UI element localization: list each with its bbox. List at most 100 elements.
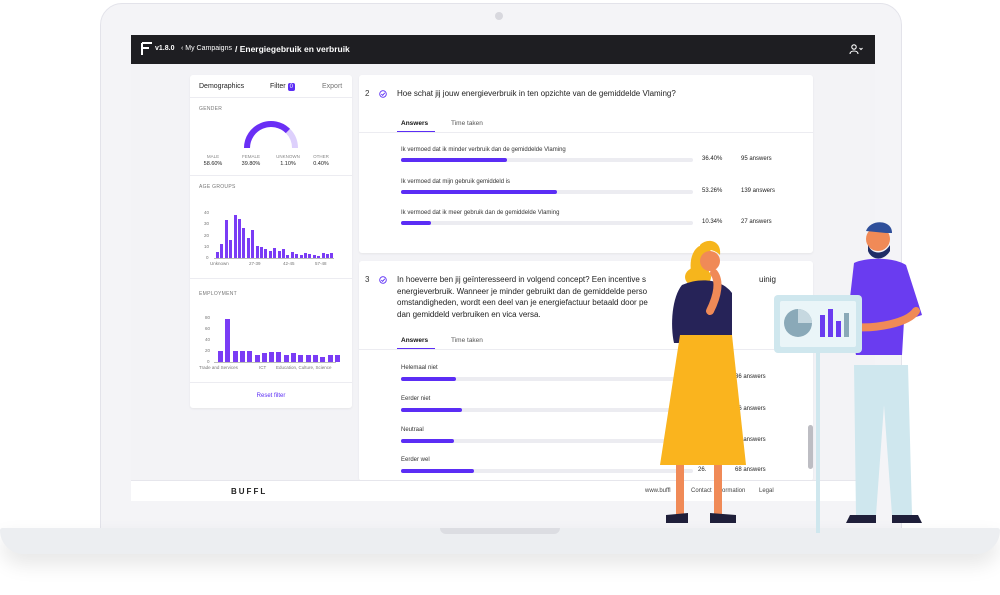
tab-answers[interactable]: Answers bbox=[401, 337, 429, 344]
answer-count: 49 answers bbox=[735, 437, 766, 443]
export-button[interactable]: Export bbox=[322, 83, 343, 90]
employment-bar bbox=[239, 350, 245, 362]
age-y-tick: 10 bbox=[204, 244, 210, 249]
age-group-bar bbox=[330, 253, 334, 258]
answer-progress-track bbox=[401, 190, 693, 194]
gender-value-other: 0.40% bbox=[313, 161, 329, 167]
age-group-bar bbox=[299, 255, 303, 258]
check-circle-icon bbox=[379, 90, 387, 98]
answer-progress-track bbox=[401, 158, 693, 162]
answer-progress-fill bbox=[401, 190, 557, 194]
answer-progress-track bbox=[401, 377, 693, 381]
tab-divider bbox=[359, 132, 813, 133]
filter-count-badge: 0 bbox=[287, 83, 295, 91]
filter-button[interactable]: Filter 0 bbox=[270, 83, 295, 91]
age-group-bar bbox=[264, 249, 268, 258]
man-figure bbox=[846, 222, 922, 523]
employment-y-tick: 20 bbox=[205, 348, 211, 353]
panel-divider bbox=[190, 278, 352, 279]
answer-progress-fill bbox=[401, 221, 432, 225]
employment-bar bbox=[276, 351, 282, 362]
age-y-tick: 30 bbox=[204, 221, 210, 226]
answer-count: 95 answers bbox=[741, 156, 772, 162]
age-x-tick: Unknown bbox=[210, 261, 229, 266]
employment-x-tick: Trade and Services bbox=[199, 365, 238, 370]
age-group-bar bbox=[326, 254, 329, 258]
age-group-bar bbox=[238, 219, 241, 258]
footer-link-contact[interactable]: Contact bbox=[691, 488, 712, 494]
breadcrumb-my-campaigns[interactable]: ‹ My Campaigns bbox=[181, 45, 232, 52]
user-menu-icon[interactable] bbox=[849, 44, 863, 54]
tablet-pie-chart-icon bbox=[774, 295, 862, 533]
age-group-bar bbox=[282, 249, 285, 258]
age-group-bar bbox=[251, 230, 255, 258]
answer-progress-track bbox=[401, 408, 693, 412]
answer-count: 56 answers bbox=[735, 406, 766, 412]
age-x-tick: 27-39 bbox=[249, 261, 261, 266]
age-group-bar bbox=[290, 252, 294, 258]
answer-progress-fill bbox=[401, 377, 457, 381]
answer-count: 68 answers bbox=[735, 467, 766, 473]
age-group-bar bbox=[321, 253, 325, 258]
employment-y-tick: 60 bbox=[205, 326, 211, 331]
top-bar: v1.8.0 ‹ My Campaigns / Energiegebruik e… bbox=[131, 35, 875, 64]
age-group-bar bbox=[304, 253, 307, 258]
answer-percentage: 10.34% bbox=[702, 219, 723, 225]
answer-progress-track bbox=[401, 469, 693, 473]
question-text-line: omstandigheden, wordt een deel van je en… bbox=[397, 298, 648, 307]
gender-legend-male: MALE bbox=[206, 154, 220, 159]
demographics-title: Demographics bbox=[199, 83, 245, 90]
age-group-bar bbox=[260, 247, 263, 258]
tab-divider bbox=[359, 349, 813, 350]
answer-count: 36 answers bbox=[735, 374, 766, 380]
buffl-logo-icon[interactable] bbox=[141, 42, 153, 56]
tab-time-taken[interactable]: Time taken bbox=[451, 120, 483, 127]
employment-bar bbox=[218, 351, 223, 362]
age-group-bar bbox=[277, 251, 281, 258]
gender-value-unknown: 1.10% bbox=[280, 161, 296, 167]
employment-bar bbox=[232, 350, 238, 362]
panel-divider bbox=[190, 382, 352, 383]
question-card-2: 2 Hoe schat jij jouw energieverbruik in … bbox=[359, 75, 813, 253]
filter-label: Filter bbox=[270, 83, 286, 90]
employment-bar bbox=[269, 352, 275, 362]
gender-section-label: GENDER bbox=[199, 106, 223, 112]
employment-bar bbox=[305, 354, 311, 362]
answer-label: Eerder niet bbox=[401, 396, 431, 402]
age-y-tick: 20 bbox=[204, 233, 210, 238]
content-scrollbar[interactable] bbox=[808, 425, 813, 469]
footer-link-website[interactable]: www.buffl bbox=[645, 488, 671, 494]
answer-percentage: 53.26% bbox=[702, 188, 723, 194]
people-illustration bbox=[660, 222, 922, 533]
footer-link-information[interactable]: ormation bbox=[722, 488, 746, 494]
tab-time-taken[interactable]: Time taken bbox=[451, 337, 483, 344]
gender-legend-unknown: UNKNOWN bbox=[276, 154, 300, 159]
age-x-tick: 42-45 bbox=[283, 261, 295, 266]
breadcrumb-current-campaign: / Energiegebruik en verbruik bbox=[235, 44, 350, 54]
answer-progress-fill bbox=[401, 408, 463, 412]
gender-donut-chart bbox=[244, 121, 298, 149]
employment-bar bbox=[320, 356, 326, 362]
employment-bar bbox=[247, 350, 253, 362]
answer-label: Neutraal bbox=[401, 427, 424, 433]
question-text-tail: uinig bbox=[759, 275, 776, 284]
check-circle-icon bbox=[379, 276, 387, 284]
tab-answers[interactable]: Answers bbox=[401, 120, 429, 127]
age-group-bar bbox=[295, 254, 299, 258]
gender-value-male: 58.60% bbox=[203, 161, 223, 167]
answer-progress-fill bbox=[401, 158, 508, 162]
employment-y-tick: 80 bbox=[205, 315, 211, 320]
employment-bar bbox=[298, 355, 304, 362]
question-text-line: dan gemiddeld verbruiken en vica versa. bbox=[397, 309, 541, 319]
reset-filter-button[interactable]: Reset filter bbox=[256, 393, 286, 399]
answer-progress-track bbox=[401, 221, 693, 225]
employment-bar bbox=[254, 354, 260, 362]
woman-figure bbox=[660, 240, 746, 523]
employment-bar bbox=[261, 353, 267, 362]
laptop-base-notch bbox=[440, 528, 560, 534]
panel-divider bbox=[190, 175, 352, 176]
age-x-tick: 57-48 bbox=[315, 261, 327, 266]
answer-label: Ik vermoed dat ik meer gebruik dan de ge… bbox=[401, 210, 560, 216]
footer-link-legal[interactable]: Legal bbox=[759, 488, 774, 494]
age-group-bar bbox=[255, 246, 259, 258]
